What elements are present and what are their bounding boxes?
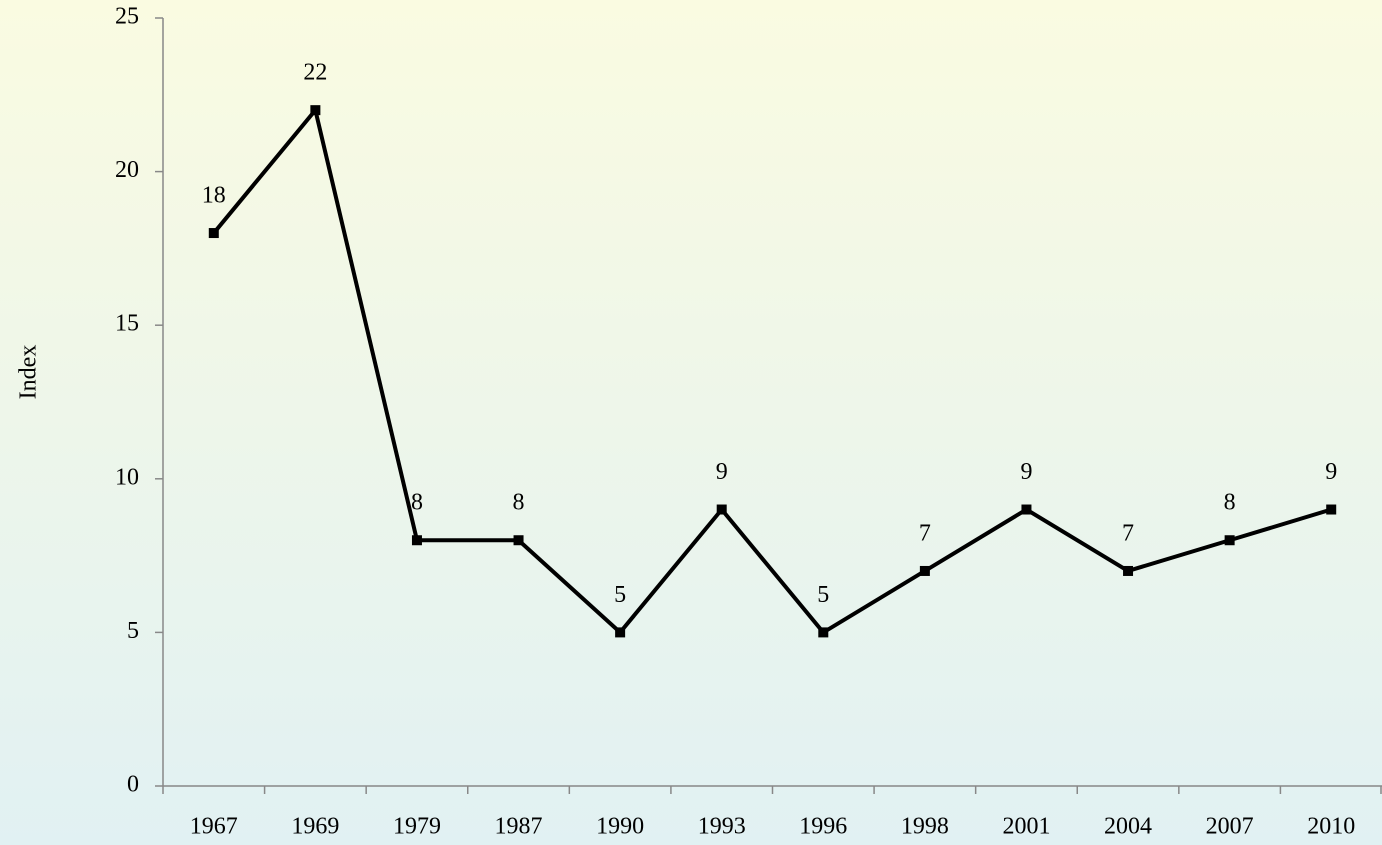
marker xyxy=(1123,565,1134,576)
marker xyxy=(513,535,524,546)
x-tick-label: 1993 xyxy=(698,814,746,840)
y-tick-label: 10 xyxy=(115,464,139,490)
y-tick-label: 25 xyxy=(115,4,139,30)
marker xyxy=(1021,504,1032,515)
data-label: 18 xyxy=(202,183,226,209)
marker xyxy=(615,627,626,638)
data-label: 5 xyxy=(817,582,829,608)
y-axis-label: Index xyxy=(16,345,42,400)
data-label: 8 xyxy=(411,490,423,516)
data-label: 9 xyxy=(1325,459,1337,485)
y-tick-label: 5 xyxy=(127,618,139,644)
x-tick-label: 2007 xyxy=(1206,814,1254,840)
x-tick-label: 1987 xyxy=(495,814,543,840)
x-tick-label: 2010 xyxy=(1307,814,1355,840)
data-label: 22 xyxy=(303,60,327,86)
marker xyxy=(919,565,930,576)
x-tick-label: 1969 xyxy=(291,814,339,840)
marker xyxy=(1224,535,1235,546)
marker xyxy=(208,228,219,239)
data-label: 7 xyxy=(1122,520,1134,546)
marker xyxy=(716,504,727,515)
line xyxy=(212,105,1332,636)
data-label: 9 xyxy=(716,459,728,485)
marker xyxy=(1326,504,1337,515)
data-label: 8 xyxy=(1224,490,1236,516)
data-label: 5 xyxy=(614,582,626,608)
data-label: 7 xyxy=(919,520,931,546)
x-tick-label: 1996 xyxy=(799,814,847,840)
y-tick-label: 15 xyxy=(115,311,139,337)
y-tick-label: 0 xyxy=(127,772,139,798)
x-tick-label: 1979 xyxy=(393,814,441,840)
x-tick-label: 2004 xyxy=(1104,814,1152,840)
x-tick-label: 1967 xyxy=(190,814,238,840)
marker xyxy=(411,535,422,546)
y-tick-label: 20 xyxy=(115,157,139,183)
marker xyxy=(310,105,321,116)
x-tick-label: 1990 xyxy=(596,814,644,840)
data-label: 9 xyxy=(1020,459,1032,485)
data-label: 8 xyxy=(513,490,525,516)
marker xyxy=(818,627,829,638)
x-tick-label: 2001 xyxy=(1002,814,1050,840)
x-tick-label: 1998 xyxy=(901,814,949,840)
